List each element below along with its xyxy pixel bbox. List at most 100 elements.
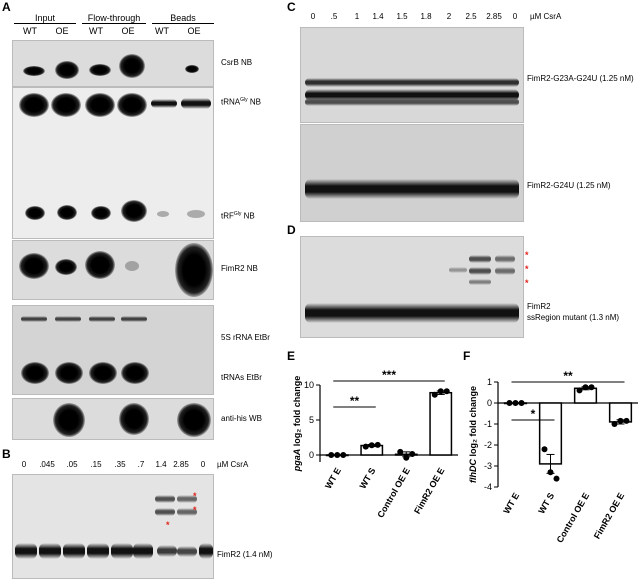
group-flowthrough: Flow-through [87, 13, 141, 23]
conc-label: 2 [446, 12, 452, 21]
shift-star: * [193, 491, 197, 501]
y-tick-label: 0 [309, 450, 314, 460]
conc-label: 0 [512, 12, 518, 21]
conc-label: 0 [200, 460, 206, 469]
conc-label: .7 [137, 460, 145, 469]
data-point [512, 400, 519, 406]
panel-c-letter: C [287, 0, 296, 14]
significance-label: * [531, 407, 536, 421]
x-tick-label: Control OE E [555, 491, 592, 544]
x-tick-label: WT S [536, 491, 556, 515]
conc-label: 2.85 [173, 460, 189, 469]
y-tick-label: -3 [484, 461, 492, 471]
conc-label: 0 [21, 460, 27, 469]
conc-label: .045 [39, 460, 55, 469]
gel-c-bottom [300, 124, 524, 222]
conc-label: 1.5 [396, 12, 408, 21]
data-point [576, 387, 583, 394]
band-label-c2: FimR2-G24U (1.25 nM) [527, 181, 611, 190]
data-point [611, 421, 618, 427]
data-point [547, 469, 554, 476]
conc-label: .15 [90, 460, 102, 469]
group-input: Input [34, 13, 56, 23]
gel-c-top [300, 27, 524, 123]
conc-label: 1.8 [420, 12, 432, 21]
data-point [397, 448, 404, 455]
conc-label: .5 [330, 12, 338, 21]
unit-label: µM CsrA [530, 12, 562, 21]
shift-star: * [525, 250, 529, 260]
conc-label: 1 [354, 12, 360, 21]
x-tick-label: FimR2 OE E [592, 491, 626, 541]
x-tick-label: WT S [358, 466, 378, 490]
x-tick-label: Control OE E [375, 466, 412, 519]
significance-label: ** [350, 394, 360, 408]
data-point [553, 475, 560, 482]
y-tick-label: 10 [304, 380, 314, 390]
lane-label: OE [187, 26, 201, 36]
data-point [617, 417, 624, 424]
blot-label-trnas: tRNAs EtBr [221, 373, 262, 382]
band-label-d1: FimR2 [527, 302, 551, 311]
panel-d-letter: D [287, 223, 296, 237]
blot-label-trna: tRNAGly NB [221, 97, 261, 107]
panel-f-letter: F [463, 349, 471, 363]
group-beads: Beads [170, 13, 196, 23]
blot-label-5s: 5S rRNA EtBr [221, 333, 270, 342]
conc-label: 1.4 [155, 460, 167, 469]
blot-label-csrb: CsrB NB [221, 58, 253, 67]
x-tick-label: FimR2 OE E [412, 466, 446, 516]
shift-star: * [193, 505, 197, 515]
data-point [362, 443, 369, 450]
blot-trna [12, 87, 214, 239]
panel-e-letter: E [287, 349, 296, 363]
data-point [582, 384, 589, 391]
group-line [82, 23, 146, 24]
y-tick-label: -1 [484, 419, 492, 429]
y-axis-label: flhDC log₂ fold change [468, 386, 478, 483]
lane-label: OE [55, 26, 69, 36]
unit-label: µM CsrA [217, 460, 249, 469]
conc-label: 2.85 [486, 12, 502, 21]
data-point [518, 400, 525, 406]
conc-label: .05 [66, 460, 78, 469]
gel-etbr [12, 305, 214, 395]
band-label-d2: ssRegion mutant (1.3 nM) [527, 313, 620, 322]
data-point [374, 441, 381, 448]
shift-star: * [525, 278, 529, 288]
data-point [334, 452, 341, 458]
significance-label: *** [382, 368, 396, 382]
gel-b [12, 474, 214, 579]
data-point [409, 450, 416, 457]
band-label-b: FimR2 (1.4 nM) [217, 550, 273, 559]
shift-star: * [166, 520, 170, 530]
panel-b-letter: B [2, 447, 11, 461]
data-point [443, 388, 450, 395]
data-point [588, 384, 595, 391]
chart-f: 1 0 -1 -2 -3 -4 flhDC log₂ fold change WT E WT S… [468, 369, 638, 544]
group-line [152, 23, 214, 24]
lane-label: OE [121, 26, 135, 36]
blot-csrb [12, 40, 214, 87]
data-point [431, 391, 438, 398]
lane-label: WT [89, 26, 103, 36]
blot-label-antihis: anti-his WB [221, 414, 262, 423]
data-point [403, 454, 410, 461]
blot-antihis [12, 398, 214, 440]
significance-label: ** [563, 369, 573, 383]
y-tick-label: -4 [484, 482, 492, 492]
y-tick-label: -2 [484, 440, 492, 450]
gel-d [300, 236, 524, 338]
data-point [368, 442, 375, 449]
x-tick-label: WT E [323, 466, 343, 490]
y-axis-label: pgaA log₂ fold change [292, 376, 302, 473]
data-point [340, 452, 347, 458]
data-point [623, 417, 630, 424]
blot-fimr2 [12, 240, 214, 300]
x-tick-label: WT E [501, 491, 521, 515]
group-line [14, 23, 76, 24]
blot-label-trf: tRFGly NB [221, 211, 255, 221]
lane-label: WT [23, 26, 37, 36]
y-tick-label: 0 [487, 398, 492, 408]
